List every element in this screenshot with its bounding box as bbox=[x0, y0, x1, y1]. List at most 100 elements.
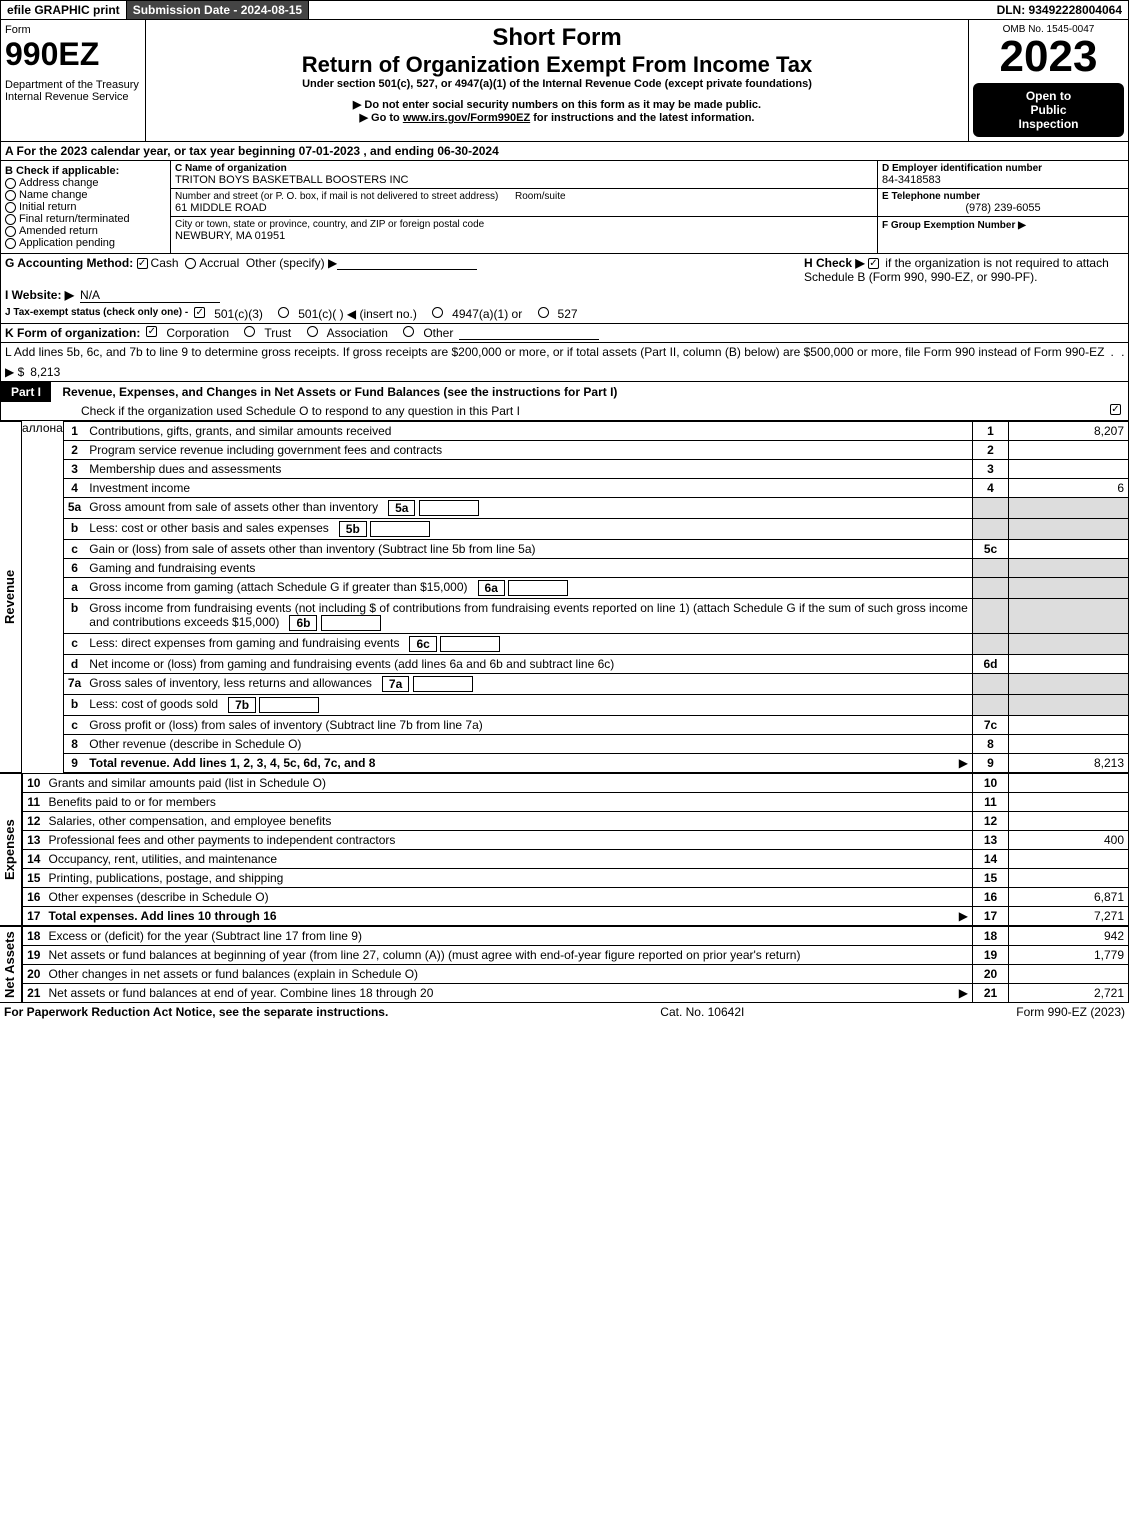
footer-right: Form 990-EZ (2023) bbox=[1016, 1005, 1125, 1019]
chk-schedule-b[interactable] bbox=[868, 258, 879, 269]
open2: Public bbox=[977, 103, 1120, 117]
line-12: 12Salaries, other compensation, and empl… bbox=[23, 812, 1129, 831]
footer: For Paperwork Reduction Act Notice, see … bbox=[0, 1003, 1129, 1021]
opt-address-change[interactable]: Address change bbox=[5, 177, 166, 189]
opt-initial-return[interactable]: Initial return bbox=[5, 201, 166, 213]
box-5a[interactable] bbox=[419, 500, 479, 516]
box-7a[interactable] bbox=[413, 676, 473, 692]
box-c-label: C Name of organization bbox=[175, 163, 873, 174]
open3: Inspection bbox=[977, 117, 1120, 131]
h-label: H Check ▶ bbox=[804, 256, 865, 270]
no-ssn-note: ▶ Do not enter social security numbers o… bbox=[150, 98, 964, 111]
return-title: Return of Organization Exempt From Incom… bbox=[150, 52, 964, 78]
box-f: F Group Exemption Number ▶ bbox=[878, 217, 1128, 233]
submission-date-button[interactable]: Submission Date - 2024-08-15 bbox=[127, 1, 309, 19]
line-6a: aGross income from gaming (attach Schedu… bbox=[63, 578, 1128, 599]
header-center: Short Form Return of Organization Exempt… bbox=[146, 20, 968, 141]
opt-application-pending[interactable]: Application pending bbox=[5, 237, 166, 249]
org-addr: 61 MIDDLE ROAD bbox=[175, 202, 873, 214]
box-def: D Employer identification number 84-3418… bbox=[878, 161, 1128, 253]
box-d: D Employer identification number 84-3418… bbox=[878, 161, 1128, 189]
box-5b[interactable] bbox=[370, 521, 430, 537]
chk-cash[interactable] bbox=[137, 258, 148, 269]
netassets-table: 18Excess or (deficit) for the year (Subt… bbox=[22, 926, 1129, 1003]
chk-accrual[interactable] bbox=[185, 258, 196, 269]
chk-4947[interactable] bbox=[432, 307, 443, 318]
expenses-table: 10Grants and similar amounts paid (list … bbox=[22, 773, 1129, 926]
row-i: I Website: ▶ N/A bbox=[1, 286, 1128, 305]
box-b-label: B Check if applicable: bbox=[5, 165, 166, 177]
line-9: 9Total revenue. Add lines 1, 2, 3, 4, 5c… bbox=[63, 754, 1128, 773]
row-j: J Tax-exempt status (check only one) - 5… bbox=[1, 305, 1128, 323]
line-13: 13Professional fees and other payments t… bbox=[23, 831, 1129, 850]
other-org-input[interactable] bbox=[459, 326, 599, 340]
line-15: 15Printing, publications, postage, and s… bbox=[23, 869, 1129, 888]
line-4: 4Investment income46 bbox=[63, 479, 1128, 498]
box-c-city: City or town, state or province, country… bbox=[171, 217, 877, 244]
box-6a[interactable] bbox=[508, 580, 568, 596]
line-19: 19Net assets or fund balances at beginni… bbox=[23, 946, 1129, 965]
chk-corporation[interactable] bbox=[146, 326, 157, 337]
dept-irs: Internal Revenue Service bbox=[5, 91, 141, 103]
j-label: J Tax-exempt status (check only one) - bbox=[5, 307, 188, 321]
part1-sub: Check if the organization used Schedule … bbox=[81, 404, 520, 418]
box-6c[interactable] bbox=[440, 636, 500, 652]
opt-amended-return[interactable]: Amended return bbox=[5, 225, 166, 237]
chk-501c[interactable] bbox=[278, 307, 289, 318]
header-left: Form 990EZ Department of the Treasury In… bbox=[1, 20, 146, 141]
chk-other-org[interactable] bbox=[403, 326, 414, 337]
row-gh: G Accounting Method: Cash Accrual Other … bbox=[1, 254, 1128, 286]
opt-final-return[interactable]: Final return/terminated bbox=[5, 213, 166, 225]
line-8: 8Other revenue (describe in Schedule O)8 bbox=[63, 735, 1128, 754]
under-section: Under section 501(c), 527, or 4947(a)(1)… bbox=[150, 78, 964, 90]
line-6c: cLess: direct expenses from gaming and f… bbox=[63, 634, 1128, 655]
box-7b[interactable] bbox=[259, 697, 319, 713]
row-h: H Check ▶ if the organization is not req… bbox=[804, 256, 1124, 284]
revenue-table: 1Contributions, gifts, grants, and simil… bbox=[63, 421, 1129, 773]
line-10: 10Grants and similar amounts paid (list … bbox=[23, 774, 1129, 793]
box-c-name: C Name of organization TRITON BOYS BASKE… bbox=[171, 161, 877, 189]
line-7a: 7aGross sales of inventory, less returns… bbox=[63, 674, 1128, 695]
l-value: 8,213 bbox=[30, 365, 60, 379]
line-6b: bGross income from fundraising events (n… bbox=[63, 599, 1128, 634]
line-7b: bLess: cost of goods sold 7b bbox=[63, 695, 1128, 716]
netassets-section: Net Assets 18Excess or (deficit) for the… bbox=[0, 926, 1129, 1003]
header-right: OMB No. 1545-0047 2023 Open to Public In… bbox=[968, 20, 1128, 141]
efile-print[interactable]: efile GRAPHIC print bbox=[1, 1, 127, 19]
row-g: G Accounting Method: Cash Accrual Other … bbox=[5, 256, 477, 284]
line-14: 14Occupancy, rent, utilities, and mainte… bbox=[23, 850, 1129, 869]
box-f-label: F Group Exemption Number ▶ bbox=[882, 220, 1026, 231]
dept-treasury: Department of the Treasury bbox=[5, 79, 141, 91]
other-specify-input[interactable] bbox=[337, 269, 477, 270]
line-17: 17Total expenses. Add lines 10 through 1… bbox=[23, 907, 1129, 926]
opt-name-change[interactable]: Name change bbox=[5, 189, 166, 201]
box-6b[interactable] bbox=[321, 615, 381, 631]
irs-link[interactable]: www.irs.gov/Form990EZ bbox=[403, 112, 530, 124]
part1-sub-row: Check if the organization used Schedule … bbox=[1, 402, 1128, 420]
top-bar: efile GRAPHIC print Submission Date - 20… bbox=[0, 0, 1129, 20]
chk-association[interactable] bbox=[307, 326, 318, 337]
line-18: 18Excess or (deficit) for the year (Subt… bbox=[23, 927, 1129, 946]
form-word: Form bbox=[5, 24, 141, 36]
line-16: 16Other expenses (describe in Schedule O… bbox=[23, 888, 1129, 907]
l-dots bbox=[1110, 345, 1124, 359]
chk-schedule-o-part1[interactable] bbox=[1110, 404, 1121, 415]
footer-left: For Paperwork Reduction Act Notice, see … bbox=[4, 1005, 388, 1019]
goto-note: ▶ Go to www.irs.gov/Form990EZ for instru… bbox=[150, 111, 964, 124]
form-header: Form 990EZ Department of the Treasury In… bbox=[0, 20, 1129, 142]
open-to-public: Open to Public Inspection bbox=[973, 83, 1124, 137]
row-l: L Add lines 5b, 6c, and 7b to line 9 to … bbox=[1, 342, 1128, 381]
netassets-label: Net Assets bbox=[0, 926, 22, 1003]
chk-501c3[interactable] bbox=[194, 307, 205, 318]
i-label: I Website: ▶ bbox=[5, 288, 74, 303]
line-6: 6Gaming and fundraising events bbox=[63, 559, 1128, 578]
revenue-section: Revenue аллона 1Contributions, gifts, gr… bbox=[0, 421, 1129, 773]
form-number: 990EZ bbox=[5, 36, 141, 73]
chk-527[interactable] bbox=[538, 307, 549, 318]
short-form-title: Short Form bbox=[150, 24, 964, 52]
line-5b: bLess: cost or other basis and sales exp… bbox=[63, 519, 1128, 540]
chk-trust[interactable] bbox=[244, 326, 255, 337]
line-7c: cGross profit or (loss) from sales of in… bbox=[63, 716, 1128, 735]
line-5a: 5aGross amount from sale of assets other… bbox=[63, 498, 1128, 519]
l-arrow: ▶ $ bbox=[5, 365, 24, 379]
